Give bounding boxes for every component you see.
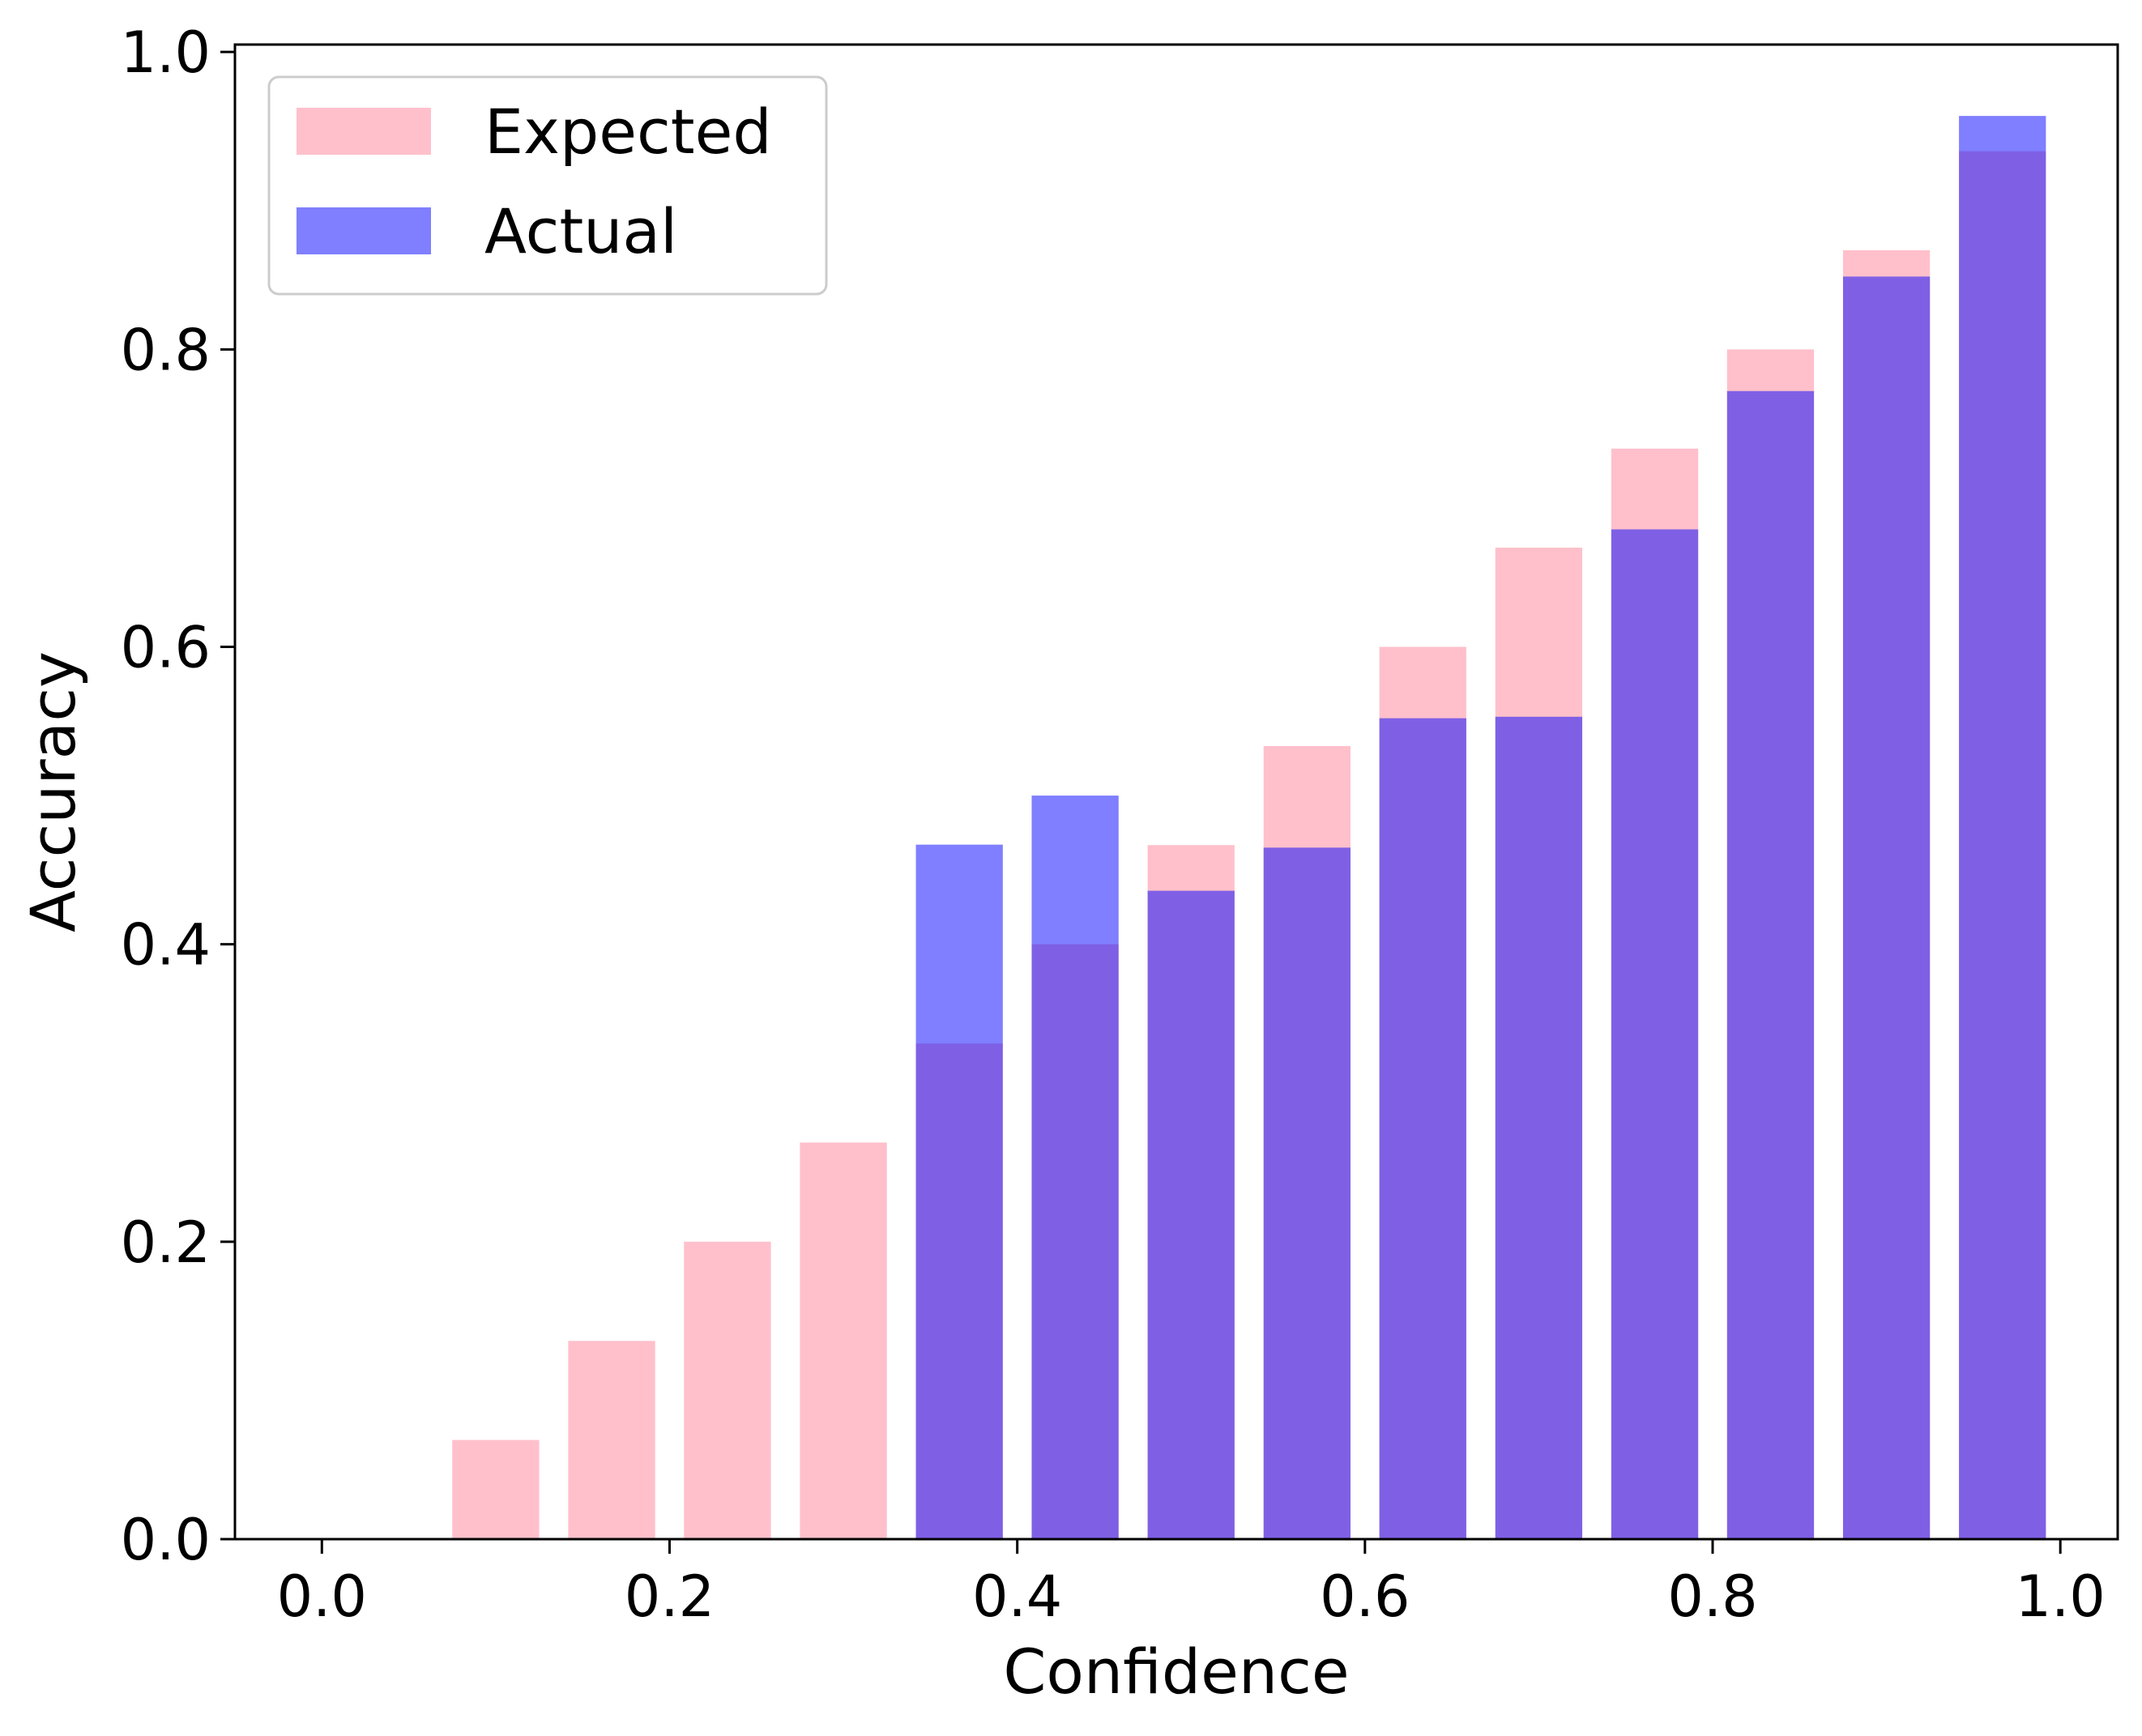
bar-actual-12 (1726, 390, 1815, 1539)
bar-actual-9 (1379, 718, 1466, 1539)
legend-label-actual: Actual (484, 195, 677, 267)
x-tick-label-5: 1.0 (2016, 1563, 2106, 1630)
legend: Expected Actual (267, 75, 828, 296)
bar-expected-4 (800, 1142, 887, 1539)
plot-frame (233, 43, 2119, 1541)
y-tick-label-0: 0.0 (121, 1507, 211, 1573)
x-axis: 0.0 0.2 0.4 0.6 0.8 1.0 (277, 1539, 2106, 1630)
bar-actual-13 (1842, 276, 1931, 1539)
bar-expected-2 (568, 1341, 655, 1539)
bar-actual-11 (1611, 529, 1699, 1540)
legend-swatch-actual (297, 207, 431, 254)
y-tick-label-4: 0.8 (121, 317, 211, 383)
x-tick-label-4: 0.8 (1667, 1563, 1757, 1630)
bar-actual-10 (1495, 716, 1583, 1539)
bar-actual-5 (915, 844, 1003, 1539)
bar-actual-8 (1263, 847, 1351, 1539)
bar-expected-1 (452, 1440, 540, 1539)
x-axis-title: Confidence (1003, 1636, 1349, 1708)
y-axis: 0.0 0.2 0.4 0.6 0.8 1.0 (121, 19, 235, 1573)
bars-layer (452, 116, 2046, 1540)
y-tick-label-5: 1.0 (121, 19, 211, 86)
y-tick-label-2: 0.4 (121, 912, 211, 979)
bar-actual-14 (1959, 116, 2046, 1540)
y-axis-title: Accuracy (17, 651, 89, 932)
legend-swatch-expected (297, 108, 431, 155)
y-tick-label-1: 0.2 (121, 1209, 211, 1276)
x-tick-label-1: 0.2 (625, 1563, 715, 1630)
bar-actual-7 (1147, 890, 1235, 1539)
x-tick-label-3: 0.6 (1320, 1563, 1410, 1630)
legend-label-expected: Expected (484, 96, 772, 168)
y-tick-label-3: 0.6 (121, 615, 211, 681)
bar-actual-6 (1031, 795, 1119, 1539)
x-tick-label-0: 0.0 (277, 1563, 367, 1630)
bar-expected-3 (684, 1241, 771, 1539)
x-tick-label-2: 0.4 (972, 1563, 1062, 1630)
